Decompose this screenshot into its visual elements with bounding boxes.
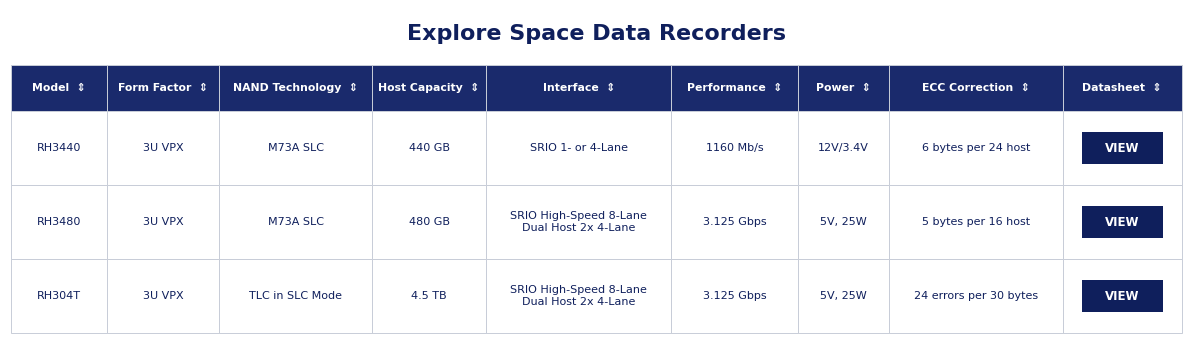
Bar — [798, 65, 889, 111]
Bar — [889, 185, 1063, 259]
Bar — [672, 65, 798, 111]
Text: Performance  ⇕: Performance ⇕ — [687, 83, 783, 93]
Text: VIEW: VIEW — [1105, 290, 1139, 302]
Bar — [11, 259, 107, 333]
Bar — [672, 185, 798, 259]
Bar — [889, 259, 1063, 333]
Bar — [372, 259, 487, 333]
Bar — [487, 111, 672, 185]
Bar — [487, 65, 672, 111]
Text: SRIO High-Speed 8-Lane
Dual Host 2x 4-Lane: SRIO High-Speed 8-Lane Dual Host 2x 4-La… — [511, 211, 648, 233]
Text: 4.5 TB: 4.5 TB — [412, 291, 447, 301]
Text: ECC Correction  ⇕: ECC Correction ⇕ — [922, 83, 1030, 93]
Bar — [798, 111, 889, 185]
Bar — [220, 185, 372, 259]
Text: 3U VPX: 3U VPX — [143, 143, 184, 153]
Bar — [1063, 185, 1182, 259]
Bar — [672, 259, 798, 333]
Text: RH3440: RH3440 — [37, 143, 81, 153]
Bar — [889, 65, 1063, 111]
Bar — [1063, 259, 1182, 333]
Bar — [1082, 280, 1163, 312]
Text: Interface  ⇕: Interface ⇕ — [543, 83, 616, 93]
Bar — [372, 111, 487, 185]
Bar — [11, 65, 107, 111]
Bar — [798, 185, 889, 259]
Text: 3U VPX: 3U VPX — [143, 291, 184, 301]
Text: TLC in SLC Mode: TLC in SLC Mode — [249, 291, 342, 301]
Bar — [220, 259, 372, 333]
Bar — [487, 185, 672, 259]
Bar — [1063, 111, 1182, 185]
Text: 5V, 25W: 5V, 25W — [821, 291, 867, 301]
Text: RH304T: RH304T — [37, 291, 81, 301]
Text: 6 bytes per 24 host: 6 bytes per 24 host — [922, 143, 1030, 153]
Text: Host Capacity  ⇕: Host Capacity ⇕ — [378, 83, 480, 93]
Text: Model  ⇕: Model ⇕ — [32, 83, 86, 93]
Text: 3.125 Gbps: 3.125 Gbps — [703, 217, 766, 227]
Bar — [220, 111, 372, 185]
Bar — [107, 185, 220, 259]
Bar — [372, 185, 487, 259]
Text: 3U VPX: 3U VPX — [143, 217, 184, 227]
Text: SRIO High-Speed 8-Lane
Dual Host 2x 4-Lane: SRIO High-Speed 8-Lane Dual Host 2x 4-La… — [511, 285, 648, 307]
Text: VIEW: VIEW — [1105, 215, 1139, 228]
Text: 440 GB: 440 GB — [408, 143, 450, 153]
Bar — [372, 65, 487, 111]
Text: SRIO 1- or 4-Lane: SRIO 1- or 4-Lane — [530, 143, 628, 153]
Text: 5 bytes per 16 host: 5 bytes per 16 host — [922, 217, 1030, 227]
Bar — [107, 65, 220, 111]
Bar — [1063, 65, 1182, 111]
Text: 1160 Mb/s: 1160 Mb/s — [706, 143, 764, 153]
Text: Form Factor  ⇕: Form Factor ⇕ — [118, 83, 209, 93]
Bar — [672, 111, 798, 185]
Bar — [11, 111, 107, 185]
Bar — [1082, 206, 1163, 238]
Bar — [107, 111, 220, 185]
Text: Datasheet  ⇕: Datasheet ⇕ — [1082, 83, 1162, 93]
Text: VIEW: VIEW — [1105, 141, 1139, 154]
Text: 480 GB: 480 GB — [408, 217, 450, 227]
Text: M73A SLC: M73A SLC — [267, 143, 323, 153]
Text: RH3480: RH3480 — [37, 217, 81, 227]
Bar — [11, 185, 107, 259]
Text: M73A SLC: M73A SLC — [267, 217, 323, 227]
Text: NAND Technology  ⇕: NAND Technology ⇕ — [233, 83, 358, 93]
Bar — [889, 111, 1063, 185]
Text: 3.125 Gbps: 3.125 Gbps — [703, 291, 766, 301]
Text: 12V/3.4V: 12V/3.4V — [818, 143, 869, 153]
Bar — [220, 65, 372, 111]
Text: 24 errors per 30 bytes: 24 errors per 30 bytes — [914, 291, 1038, 301]
Text: 5V, 25W: 5V, 25W — [821, 217, 867, 227]
Text: Explore Space Data Recorders: Explore Space Data Recorders — [407, 24, 786, 44]
Bar — [487, 259, 672, 333]
Text: Power  ⇕: Power ⇕ — [816, 83, 871, 93]
Bar — [107, 259, 220, 333]
Bar — [798, 259, 889, 333]
Bar — [1082, 132, 1163, 164]
